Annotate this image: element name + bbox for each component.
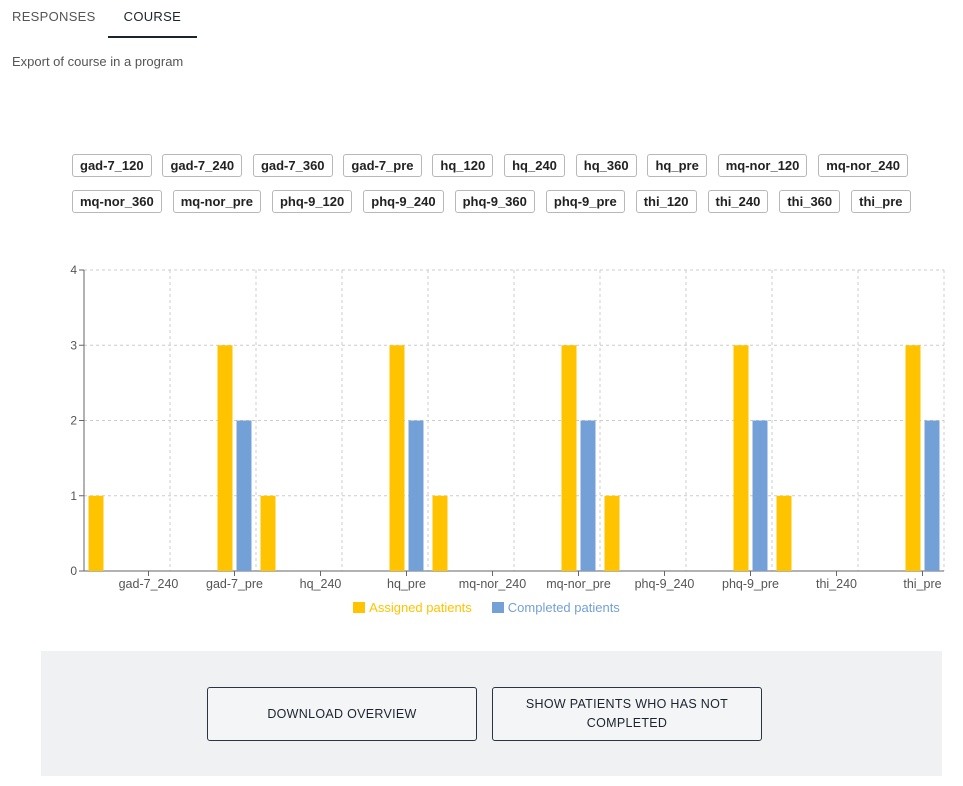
page-subtitle: Export of course in a program <box>12 54 184 69</box>
bar-assigned-gad-7_120 <box>88 495 104 571</box>
x-tick-label: gad-7_240 <box>119 577 179 591</box>
bar-assigned-phq-9_pre <box>733 345 749 571</box>
chart-legend: Assigned patients Completed patients <box>0 600 963 615</box>
filter-chip-gad-7_360[interactable]: gad-7_360 <box>252 154 333 177</box>
filter-chip-list: gad-7_120 gad-7_240 gad-7_360 gad-7_pre hq_1… <box>72 154 922 226</box>
filter-chip-thi_120[interactable]: thi_120 <box>635 190 697 213</box>
filter-chip-row: mq-nor_360 mq-nor_pre phq-9_120 phq-9_240 ph… <box>72 190 922 213</box>
x-tick-label: mq-nor_240 <box>459 577 526 591</box>
y-tick-label: 0 <box>70 564 77 578</box>
filter-chip-row: gad-7_120 gad-7_240 gad-7_360 gad-7_pre hq_1… <box>72 154 922 177</box>
x-tick-label: phq-9_pre <box>722 577 779 591</box>
filter-chip-gad-7_pre[interactable]: gad-7_pre <box>343 154 422 177</box>
filter-chip-thi_pre[interactable]: thi_pre <box>851 190 911 213</box>
bar-assigned-gad-7_pre <box>217 345 233 571</box>
filter-chip-phq-9_240[interactable]: phq-9_240 <box>363 190 444 213</box>
y-tick-label: 3 <box>70 338 77 352</box>
filter-chip-gad-7_240[interactable]: gad-7_240 <box>162 154 243 177</box>
legend-label-completed: Completed patients <box>507 600 620 615</box>
bar-completed-thi_pre <box>924 420 940 571</box>
x-tick-label: mq-nor_pre <box>546 577 611 591</box>
tab-bar: RESPONSES COURSE <box>0 0 198 38</box>
bar-assigned-phq-9_120 <box>604 495 620 571</box>
bar-completed-mq-nor_pre <box>580 420 596 571</box>
x-tick-label: gad-7_pre <box>206 577 263 591</box>
bar-assigned-hq_120 <box>260 495 276 571</box>
bar-completed-phq-9_pre <box>752 420 768 571</box>
show-not-completed-button[interactable]: SHOW PATIENTS WHO HAS NOT COMPLETED <box>492 687 762 741</box>
y-tick-label: 1 <box>70 489 77 503</box>
filter-chip-gad-7_120[interactable]: gad-7_120 <box>72 154 152 177</box>
bar-assigned-thi_pre <box>905 345 921 571</box>
legend-label-assigned: Assigned patients <box>369 600 472 615</box>
filter-chip-mq-nor_120[interactable]: mq-nor_120 <box>717 154 808 177</box>
bar-assigned-mq-nor_120 <box>432 495 448 571</box>
legend-item-completed[interactable]: Completed patients <box>491 600 620 615</box>
download-overview-button[interactable]: DOWNLOAD OVERVIEW <box>207 687 477 741</box>
legend-swatch-assigned <box>353 602 366 613</box>
filter-chip-mq-nor_240[interactable]: mq-nor_240 <box>818 154 908 177</box>
bar-assigned-thi_120 <box>776 495 792 571</box>
y-tick-label: 4 <box>70 263 77 277</box>
filter-chip-hq_240[interactable]: hq_240 <box>504 154 565 177</box>
action-panel: DOWNLOAD OVERVIEW SHOW PATIENTS WHO HAS … <box>41 651 942 776</box>
filter-chip-thi_360[interactable]: thi_360 <box>779 190 841 213</box>
bar-assigned-mq-nor_pre <box>561 345 577 571</box>
tab-course[interactable]: COURSE <box>107 0 198 38</box>
legend-swatch-completed <box>491 602 504 613</box>
filter-chip-hq_120[interactable]: hq_120 <box>432 154 494 177</box>
x-tick-label: thi_240 <box>816 577 857 591</box>
x-tick-label: hq_240 <box>300 577 342 591</box>
filter-chip-phq-9_120[interactable]: phq-9_120 <box>271 190 353 213</box>
x-tick-label: phq-9_240 <box>635 577 695 591</box>
legend-item-assigned[interactable]: Assigned patients <box>353 600 472 615</box>
y-tick-label: 2 <box>70 414 77 428</box>
filter-chip-mq-nor_360[interactable]: mq-nor_360 <box>72 190 162 213</box>
bar-completed-hq_pre <box>408 420 424 571</box>
filter-chip-mq-nor_pre[interactable]: mq-nor_pre <box>172 190 261 213</box>
filter-chip-thi_240[interactable]: thi_240 <box>707 190 769 213</box>
bar-chart: 0 1 2 3 4 gad-7_240 gad-7_pre hq_240 hq_pre mq-no… <box>70 263 945 591</box>
x-tick-label: hq_pre <box>387 577 426 591</box>
bar-completed-gad-7_pre <box>236 420 252 571</box>
tab-responses[interactable]: RESPONSES <box>12 9 96 24</box>
x-tick-label: thi_pre <box>903 577 941 591</box>
filter-chip-phq-9_pre[interactable]: phq-9_pre <box>545 190 625 213</box>
filter-chip-hq_360[interactable]: hq_360 <box>575 154 637 177</box>
filter-chip-hq_pre[interactable]: hq_pre <box>647 154 707 177</box>
bar-assigned-hq_pre <box>389 345 405 571</box>
filter-chip-phq-9_360[interactable]: phq-9_360 <box>454 190 535 213</box>
